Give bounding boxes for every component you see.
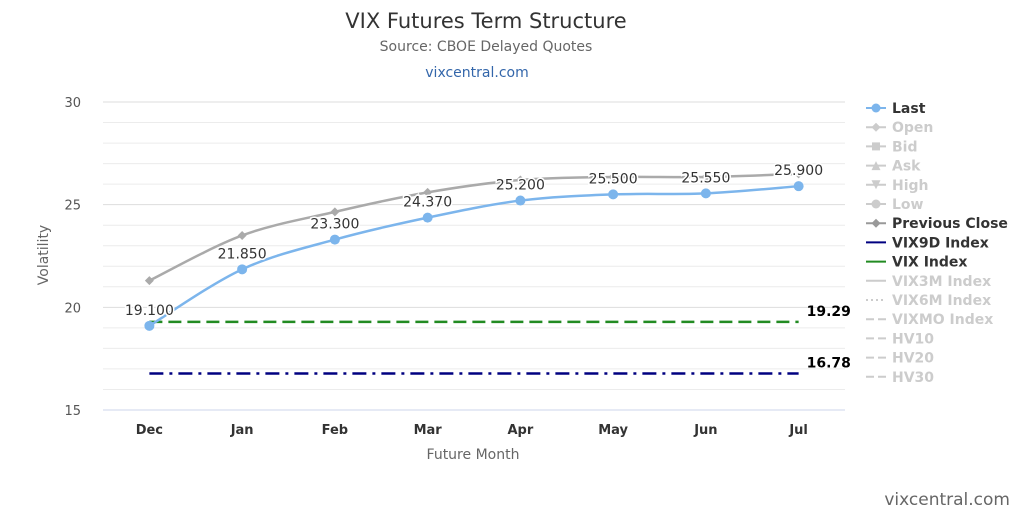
legend-item-label: High xyxy=(892,178,929,194)
source-link[interactable]: vixcentral.com xyxy=(425,65,528,81)
data-label: 23.300 xyxy=(310,217,359,233)
legend-item-label: Ask xyxy=(892,159,921,175)
legend-item-label: HV20 xyxy=(892,351,934,367)
triangle-down-marker-icon xyxy=(871,180,881,190)
circle-marker-icon xyxy=(871,199,881,209)
last-series-point[interactable] xyxy=(422,212,433,223)
last-series-point[interactable] xyxy=(700,188,711,199)
legend-item[interactable]: High xyxy=(866,178,929,194)
x-tick-label: Jul xyxy=(788,423,808,438)
triangle-marker-icon xyxy=(871,161,881,171)
legend-item-label: Low xyxy=(892,197,924,213)
previous-close-point[interactable] xyxy=(423,187,433,197)
data-label: 21.850 xyxy=(218,246,267,262)
circle-marker-icon xyxy=(871,103,881,113)
data-label: 25.500 xyxy=(589,171,638,187)
x-tick-label: Apr xyxy=(507,423,533,438)
y-tick-label: 20 xyxy=(64,301,81,316)
x-tick-label: Jan xyxy=(230,423,254,438)
plot-grid xyxy=(103,101,845,411)
legend-item-label: VIX6M Index xyxy=(892,293,991,309)
legend-item-label: Previous Close xyxy=(892,216,1008,232)
legend-item-label: HV30 xyxy=(892,370,934,386)
chart-subtitle: Source: CBOE Delayed Quotes xyxy=(380,39,593,55)
last-series-point[interactable] xyxy=(237,264,248,275)
x-tick-label: May xyxy=(598,423,628,438)
credit-text[interactable]: vixcentral.com xyxy=(884,490,1010,510)
data-label: 25.200 xyxy=(496,178,545,194)
previous-close-point[interactable] xyxy=(515,175,525,185)
legend-item-label: VIXMO Index xyxy=(892,312,993,328)
y-axis-ticks: 15 20 25 30 xyxy=(64,96,81,419)
legend-item-label: Open xyxy=(892,120,933,136)
previous-close-point[interactable] xyxy=(237,230,247,240)
legend-item[interactable]: HV30 xyxy=(866,370,934,386)
previous-close-point[interactable] xyxy=(794,169,804,179)
previous-close-point[interactable] xyxy=(608,172,618,182)
x-tick-label: Mar xyxy=(414,423,443,438)
last-series-point[interactable] xyxy=(608,189,619,200)
data-label: 25.550 xyxy=(681,170,730,186)
y-tick-label: 30 xyxy=(64,96,81,111)
previous-close-point[interactable] xyxy=(330,207,340,217)
legend-item-label: Last xyxy=(892,101,926,117)
legend: Last Open Bid Ask High Low Previous Close VIX9D… xyxy=(866,101,1008,386)
previous-close-point[interactable] xyxy=(701,172,711,182)
last-series-point[interactable] xyxy=(144,320,155,331)
legend-item[interactable]: VIX6M Index xyxy=(866,293,991,309)
data-label: 19.100 xyxy=(125,303,174,319)
legend-item-label: VIX3M Index xyxy=(892,274,991,290)
last-series-point[interactable] xyxy=(329,234,340,245)
series-layer: 19.100 21.850 23.300 24.370 25.200 25.500 25.5… xyxy=(123,162,825,331)
legend-item-label: Bid xyxy=(892,139,918,155)
legend-item[interactable]: Low xyxy=(866,197,924,213)
square-marker-icon xyxy=(872,142,880,151)
legend-item[interactable]: VIX3M Index xyxy=(866,274,991,290)
chart-title: VIX Futures Term Structure xyxy=(345,9,626,33)
legend-item[interactable]: Ask xyxy=(866,159,921,175)
last-series-point[interactable] xyxy=(793,181,804,192)
reference-line-label: 19.29 xyxy=(807,304,851,320)
legend-item[interactable]: Last xyxy=(866,101,926,117)
legend-item[interactable]: Open xyxy=(866,120,933,136)
legend-item[interactable]: VIX9D Index xyxy=(866,235,989,251)
y-tick-label: 25 xyxy=(64,199,81,214)
y-tick-label: 15 xyxy=(64,404,81,419)
x-axis-title: Future Month xyxy=(427,447,520,463)
x-tick-label: Jun xyxy=(693,423,717,438)
legend-item[interactable]: VIXMO Index xyxy=(866,312,993,328)
data-label: 25.900 xyxy=(774,163,823,179)
last-series-point[interactable] xyxy=(515,195,526,206)
x-axis-ticks: Dec Jan Feb Mar Apr May Jun Jul xyxy=(136,423,808,438)
y-axis-title: Volatility xyxy=(36,225,52,285)
legend-item[interactable]: Bid xyxy=(866,139,918,155)
legend-item[interactable]: HV20 xyxy=(866,351,934,367)
diamond-marker-icon xyxy=(871,122,881,132)
diamond-marker-icon xyxy=(871,218,881,228)
legend-item[interactable]: HV10 xyxy=(866,331,934,347)
legend-item-label: HV10 xyxy=(892,331,934,347)
reference-line-label: 16.78 xyxy=(807,355,851,371)
data-label: 24.370 xyxy=(403,195,452,211)
reference-lines: 19.29 16.78 xyxy=(149,304,851,375)
legend-item-label: VIX Index xyxy=(892,255,967,271)
previous-close-series-line xyxy=(148,172,799,282)
legend-item-label: VIX9D Index xyxy=(892,235,989,251)
x-tick-label: Feb xyxy=(322,423,348,438)
legend-item[interactable]: VIX Index xyxy=(866,255,967,271)
legend-item[interactable]: Previous Close xyxy=(866,216,1008,232)
x-tick-label: Dec xyxy=(136,423,163,438)
previous-close-point[interactable] xyxy=(144,276,154,286)
